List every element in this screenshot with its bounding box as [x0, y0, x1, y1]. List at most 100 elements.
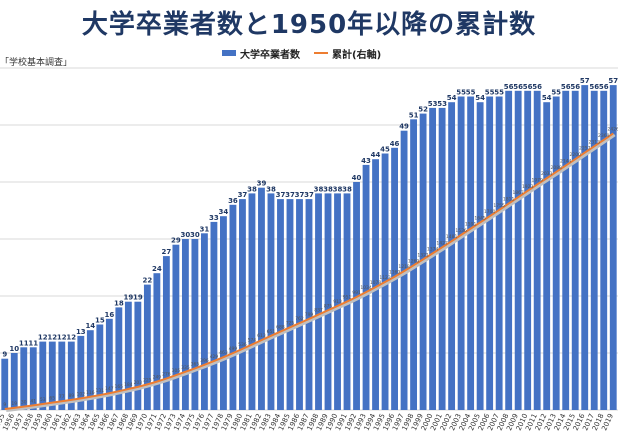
bar: [448, 102, 456, 410]
cumulative-line: [4, 132, 614, 410]
cumulative-label: 799: [305, 312, 314, 318]
bar: [305, 199, 313, 410]
bar: [334, 193, 341, 410]
cumulative-label: 2088: [550, 165, 562, 171]
bar: [590, 90, 598, 411]
cumulative-label: 165: [115, 384, 124, 390]
cumulative-label: 951: [343, 295, 352, 301]
cumulative-label: 1536: [455, 228, 467, 234]
bar-label: 30: [181, 231, 191, 239]
bar-label: 37: [276, 191, 286, 199]
bar: [258, 187, 265, 410]
bar: [181, 239, 189, 410]
bar-label: 53: [428, 100, 438, 108]
cumulative-label: 762: [295, 316, 304, 322]
cumulative-label: 1645: [474, 215, 486, 221]
bar: [134, 301, 142, 410]
cumulative-label: 2369: [598, 133, 610, 139]
bar-label: 10: [9, 345, 19, 353]
bar-label: 37: [238, 191, 248, 199]
cumulative-label: 574: [248, 338, 257, 344]
cumulative-label: 147: [105, 386, 114, 392]
cumulative-label: 613: [257, 333, 266, 339]
cumulative-label: 1867: [512, 190, 524, 196]
bar-label: 38: [266, 185, 276, 193]
legend-bar-label: 大学卒業者数: [240, 49, 300, 61]
bar-label: 53: [437, 100, 447, 108]
bar: [372, 159, 379, 410]
cumulative-label: 1169: [389, 270, 401, 276]
legend-item-line: 累計(右軸): [314, 46, 381, 61]
bar-label: 38: [342, 185, 352, 193]
bar-label: 52: [418, 106, 428, 114]
cumulative-label: 499: [229, 346, 238, 352]
cumulative-label: 65: [49, 396, 55, 402]
legend-line-label: 累計(右軸): [332, 49, 382, 61]
bar-label: 55: [466, 89, 476, 97]
bar-label: 57: [608, 77, 618, 85]
cumulative-label: 19: [11, 401, 17, 407]
cumulative-label: 131: [96, 388, 105, 394]
cumulative-label: 991: [352, 290, 361, 296]
legend-bar-swatch: [222, 50, 236, 56]
bar-label: 57: [580, 77, 590, 85]
cumulative-label: 2257: [579, 146, 591, 152]
bar-label: 27: [162, 248, 172, 256]
bar: [552, 96, 560, 410]
bar: [77, 335, 85, 410]
cumulative-label: 89: [68, 393, 74, 399]
bar-label: 29: [171, 237, 181, 245]
cumulative-label: 725: [286, 320, 295, 326]
cumulative-label: 688: [276, 325, 285, 331]
bar-label: 40: [352, 174, 362, 182]
x-tick-label: 1955: [0, 412, 7, 432]
bar: [277, 199, 284, 410]
bar-label: 55: [551, 89, 561, 97]
bar-label: 56: [504, 83, 514, 91]
cumulative-label: 1374: [427, 246, 439, 252]
cumulative-label: 2033: [541, 171, 553, 177]
cumulative-label: 116: [86, 390, 95, 396]
bar-label: 56: [589, 83, 599, 91]
cumulative-label: 335: [181, 365, 190, 371]
cumulative-label: 1269: [408, 258, 420, 264]
bar: [39, 341, 47, 410]
cumulative-label: 1700: [484, 209, 496, 215]
bar-label: 37: [285, 191, 295, 199]
bar: [105, 318, 113, 410]
cumulative-label: 9: [3, 402, 6, 408]
bar-label: 54: [542, 94, 552, 102]
cumulative-label: 1481: [446, 234, 458, 240]
bar: [48, 341, 56, 410]
cumulative-label: 53: [40, 397, 46, 403]
bar: [1, 358, 9, 410]
cumulative-label: 102: [77, 391, 86, 397]
bar-label: 54: [475, 94, 485, 102]
bar: [124, 301, 132, 410]
bar: [200, 233, 208, 410]
bar: [514, 90, 522, 411]
bar: [143, 284, 151, 410]
cumulative-label: 1034: [360, 285, 372, 291]
bar-label: 18: [114, 299, 124, 307]
bar: [467, 96, 475, 410]
cumulative-label: 1755: [493, 203, 505, 209]
cumulative-label: 203: [134, 380, 143, 386]
cumulative-label: 1923: [522, 184, 534, 190]
bar-label: 19: [123, 294, 133, 302]
bar-label: 46: [390, 140, 400, 148]
bar: [524, 90, 532, 411]
bar-label: 19: [133, 294, 143, 302]
bar-label: 37: [295, 191, 305, 199]
bar: [296, 199, 303, 410]
cumulative-label: 30: [21, 400, 27, 406]
bar-label: 12: [38, 334, 48, 342]
bar-label: 12: [66, 334, 76, 342]
cumulative-label: 2200: [569, 152, 581, 158]
cumulative-label: 305: [172, 368, 181, 374]
bar-label: 56: [570, 83, 580, 91]
bar: [438, 107, 446, 411]
bar-label: 55: [485, 89, 495, 97]
bar-label: 12: [47, 334, 57, 342]
